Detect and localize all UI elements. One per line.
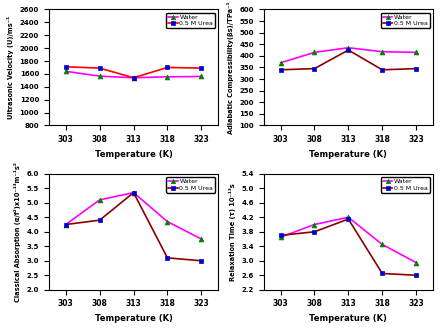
0.5 M Urea	[278, 233, 283, 237]
0.5 M Urea	[312, 67, 317, 71]
Line: Water: Water	[63, 69, 204, 80]
Line: 0.5 M Urea: 0.5 M Urea	[63, 190, 204, 263]
Water	[63, 69, 69, 73]
0.5 M Urea	[199, 259, 204, 263]
Line: Water: Water	[63, 190, 204, 242]
Line: Water: Water	[278, 45, 418, 65]
0.5 M Urea	[414, 273, 419, 277]
0.5 M Urea	[346, 48, 351, 52]
X-axis label: Temperature (K): Temperature (K)	[95, 314, 172, 323]
Legend: Water, 0.5 M Urea: Water, 0.5 M Urea	[381, 177, 430, 193]
Line: 0.5 M Urea: 0.5 M Urea	[278, 48, 418, 72]
Line: 0.5 M Urea: 0.5 M Urea	[278, 216, 418, 278]
0.5 M Urea	[278, 68, 283, 72]
Water	[414, 261, 419, 265]
Legend: Water, 0.5 M Urea: Water, 0.5 M Urea	[381, 13, 430, 28]
Line: Water: Water	[278, 215, 418, 265]
Legend: Water, 0.5 M Urea: Water, 0.5 M Urea	[166, 177, 215, 193]
Water	[165, 75, 170, 79]
Water	[312, 222, 317, 226]
Water	[97, 198, 103, 202]
X-axis label: Temperature (K): Temperature (K)	[95, 150, 172, 159]
Water	[380, 50, 385, 54]
0.5 M Urea	[131, 76, 136, 80]
Legend: Water, 0.5 M Urea: Water, 0.5 M Urea	[166, 13, 215, 28]
0.5 M Urea	[97, 218, 103, 222]
Water	[278, 61, 283, 65]
X-axis label: Temperature (K): Temperature (K)	[309, 314, 387, 323]
0.5 M Urea	[97, 66, 103, 70]
0.5 M Urea	[199, 66, 204, 70]
0.5 M Urea	[414, 67, 419, 71]
Water	[312, 50, 317, 54]
0.5 M Urea	[165, 256, 170, 260]
Water	[165, 220, 170, 224]
Water	[131, 76, 136, 80]
0.5 M Urea	[312, 230, 317, 234]
0.5 M Urea	[63, 65, 69, 69]
0.5 M Urea	[380, 68, 385, 72]
Line: 0.5 M Urea: 0.5 M Urea	[63, 64, 204, 80]
Y-axis label: Ultrasonic Velocity (U)/ms⁻¹: Ultrasonic Velocity (U)/ms⁻¹	[7, 16, 14, 119]
Water	[199, 237, 204, 241]
Water	[278, 235, 283, 239]
Water	[63, 222, 69, 226]
0.5 M Urea	[346, 217, 351, 221]
Y-axis label: Relaxation Time (τ) 10⁻¹³s: Relaxation Time (τ) 10⁻¹³s	[229, 183, 236, 280]
Y-axis label: Classical Absorption (α/f²)x10⁻¹³m⁻¹s²: Classical Absorption (α/f²)x10⁻¹³m⁻¹s²	[14, 162, 21, 302]
Water	[346, 215, 351, 219]
Water	[346, 46, 351, 50]
Water	[414, 50, 419, 54]
Water	[380, 243, 385, 247]
Water	[199, 75, 204, 79]
Water	[131, 191, 136, 195]
0.5 M Urea	[63, 222, 69, 226]
0.5 M Urea	[165, 65, 170, 69]
X-axis label: Temperature (K): Temperature (K)	[309, 150, 387, 159]
0.5 M Urea	[380, 272, 385, 276]
Water	[97, 74, 103, 78]
0.5 M Urea	[131, 191, 136, 195]
Y-axis label: Adiabatic Compressibility(βs)/TPa⁻¹: Adiabatic Compressibility(βs)/TPa⁻¹	[227, 1, 234, 134]
